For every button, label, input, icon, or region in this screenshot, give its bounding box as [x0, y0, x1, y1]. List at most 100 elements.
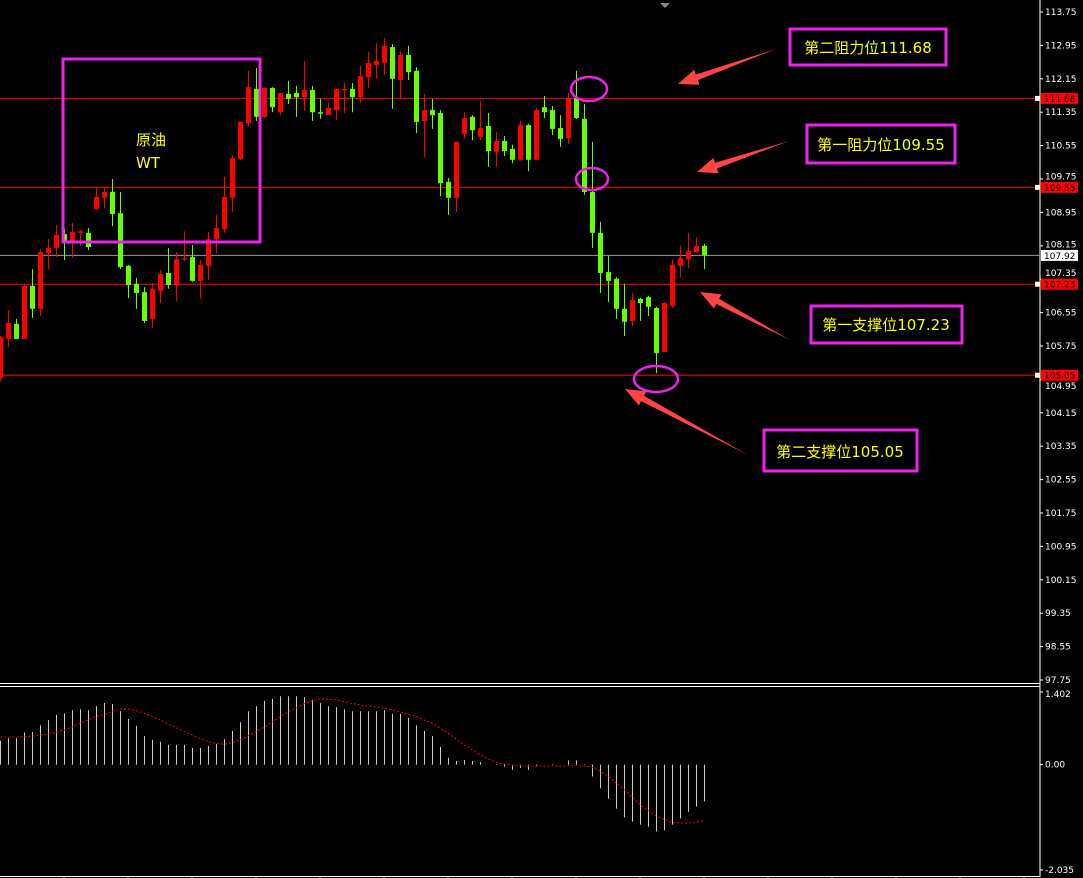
candle	[542, 95, 547, 119]
candle-body	[638, 298, 643, 303]
candle-body	[78, 231, 83, 233]
candle	[646, 295, 651, 316]
candle	[0, 335, 3, 382]
candle	[214, 214, 219, 253]
candle-body	[118, 213, 123, 268]
resistance1-label-box	[805, 123, 957, 165]
candle	[310, 85, 315, 121]
candle	[22, 283, 27, 339]
candle	[46, 239, 51, 270]
candle-body	[30, 285, 35, 309]
candle	[70, 222, 75, 258]
price-tick-label: 109.75	[1045, 172, 1077, 182]
candle	[342, 82, 347, 114]
candle	[150, 282, 155, 329]
candle-body	[382, 45, 387, 63]
candle	[118, 191, 123, 270]
candle	[630, 292, 635, 326]
price-tick-label: 100.95	[1045, 542, 1077, 552]
candle	[166, 247, 171, 289]
candle-body	[94, 196, 99, 210]
candle	[622, 283, 627, 336]
candle	[422, 93, 427, 157]
candle	[334, 88, 339, 121]
resistance1-break-circle	[574, 166, 610, 192]
price-tick-label: 108.15	[1045, 240, 1077, 250]
candle	[174, 252, 179, 301]
chart-shift-marker-icon[interactable]	[660, 3, 670, 8]
candle-body	[566, 98, 571, 139]
candle	[38, 249, 43, 316]
candle	[182, 231, 187, 261]
macd-panel	[0, 696, 705, 832]
candle	[318, 98, 323, 119]
candle-body	[542, 107, 547, 113]
candle	[654, 306, 659, 374]
candle-body	[126, 265, 131, 286]
candle-body	[414, 70, 419, 122]
price-tag-marker	[1035, 95, 1040, 101]
price-tag-bg	[1041, 278, 1078, 290]
price-tick-label: 104.15	[1045, 409, 1077, 419]
candle	[574, 70, 579, 119]
price-tick-label: 99.35	[1045, 609, 1071, 619]
candle	[558, 115, 563, 147]
candle	[206, 232, 211, 281]
candle	[462, 112, 467, 139]
candle-body	[590, 191, 595, 233]
candle-body	[670, 265, 675, 306]
candle-body	[390, 47, 395, 79]
candle	[286, 80, 291, 104]
macd-signal-line	[0, 698, 705, 824]
candle-body	[486, 125, 491, 152]
candle-body	[438, 113, 443, 184]
candle-body	[574, 98, 579, 119]
price-tag: 107.23	[1044, 281, 1076, 291]
candle	[358, 65, 363, 104]
resistance2-label-box	[788, 27, 948, 67]
candle-body	[166, 272, 171, 286]
candle	[670, 259, 675, 309]
price-tick-label: 104.95	[1045, 382, 1077, 392]
candle	[438, 110, 443, 197]
candle	[550, 105, 555, 136]
candle-body	[302, 90, 307, 98]
price-tick-label: 108.95	[1045, 208, 1077, 218]
candle-body	[278, 92, 283, 113]
candle	[254, 67, 259, 121]
box-label-line1: 原油	[136, 131, 166, 149]
candle	[582, 103, 587, 195]
candle	[678, 245, 683, 278]
candle	[590, 141, 595, 248]
resistance1-label: 第一阻力位109.55	[817, 136, 945, 154]
candle-body	[142, 292, 147, 321]
candle-body	[470, 116, 475, 131]
candle	[398, 50, 403, 99]
candle	[478, 100, 483, 141]
price-tag-bg	[1041, 369, 1078, 381]
candle-body	[158, 274, 163, 291]
candle	[86, 227, 91, 250]
support1-label: 第一支撑位107.23	[822, 316, 950, 334]
candle-body	[102, 191, 107, 198]
arrow-icon	[700, 292, 790, 340]
candle-body	[286, 93, 291, 99]
candle-body	[614, 278, 619, 309]
candle	[430, 98, 435, 129]
macd-tick-label: -2.035	[1045, 866, 1074, 876]
candle-body	[342, 88, 347, 91]
candle-body	[246, 87, 251, 124]
candle	[446, 178, 451, 215]
candle-body	[326, 108, 331, 116]
candle-body	[662, 302, 667, 352]
candlestick-series	[0, 37, 707, 382]
candle	[158, 270, 163, 303]
candle-body	[230, 158, 235, 198]
candle-body	[310, 90, 315, 113]
candle	[6, 310, 11, 347]
candle	[190, 244, 195, 282]
support1-label-box	[809, 304, 964, 345]
candle-body	[686, 250, 691, 260]
candle	[606, 255, 611, 303]
